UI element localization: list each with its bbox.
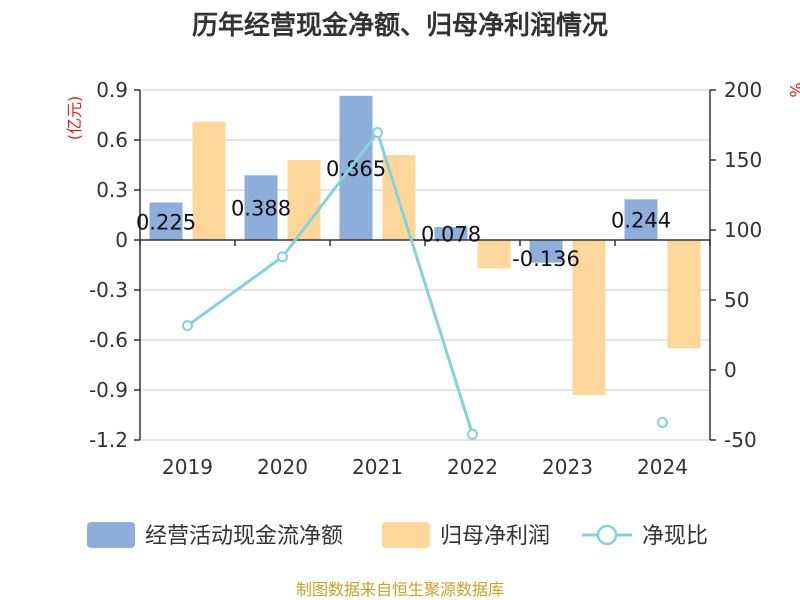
- cashflow-data-label: 0.244: [611, 209, 671, 233]
- ratio-line: [182, 127, 668, 440]
- chart-title: 历年经营现金净额、归母净利润情况: [192, 10, 608, 41]
- x-axis-ticks: 2019 2020 2021 2022 2023 2024: [162, 455, 688, 479]
- right-tick-label: 50: [724, 288, 749, 312]
- legend-label-cashflow: 经营活动现金流净额: [145, 524, 343, 549]
- x-tick-label: 2020: [257, 455, 308, 479]
- profit-bar: [667, 240, 701, 349]
- left-tick-label: 0.9: [96, 78, 128, 102]
- cashflow-bar: [434, 227, 468, 240]
- left-axis-unit: (亿元): [65, 96, 84, 141]
- legend: 经营活动现金流净额 归母净利润 净现比: [87, 522, 708, 549]
- left-tick-label: 0.6: [96, 128, 128, 152]
- ratio-point: [277, 251, 288, 263]
- ratio-point: [182, 320, 193, 332]
- left-tick-label: -0.3: [89, 278, 128, 302]
- ratio-point: [467, 428, 478, 440]
- x-tick-label: 2024: [637, 455, 688, 479]
- cashflow-bar: [149, 202, 183, 240]
- legend-label-ratio: 净现比: [642, 524, 708, 549]
- profit-bar: [477, 240, 511, 269]
- legend-swatch-ratio-marker: [596, 524, 618, 546]
- left-tick-label: 0: [115, 228, 128, 252]
- cashflow-data-label: -0.136: [512, 247, 580, 271]
- cashflow-data-label: 0.225: [136, 210, 196, 234]
- cashflow-bar: [339, 95, 373, 240]
- right-tick-label: -50: [724, 428, 757, 452]
- left-tick-label: -0.6: [89, 328, 128, 352]
- ratio-point: [657, 417, 668, 428]
- legend-label-profit: 归母净利润: [440, 524, 550, 549]
- x-tick-label: 2021: [352, 455, 403, 479]
- cashflow-data-label: 0.388: [231, 197, 291, 221]
- right-tick-label: 0: [724, 358, 737, 382]
- axes: [134, 89, 716, 441]
- cashflow-bar: [529, 240, 563, 263]
- right-tick-label: 150: [724, 148, 762, 172]
- cashflow-data-label: 0.078: [421, 223, 481, 247]
- legend-swatch-cashflow: [87, 522, 135, 548]
- left-tick-label: -0.9: [89, 378, 128, 402]
- cashflow-bar: [624, 199, 658, 240]
- right-tick-label: 100: [724, 218, 762, 242]
- right-axis-unit: %: [786, 82, 800, 97]
- left-axis-ticks: 0.9 0.6 0.3 0 -0.3 -0.6 -0.9 -1.2: [89, 78, 128, 452]
- x-tick-label: 2019: [162, 455, 213, 479]
- left-tick-label: 0.3: [96, 178, 128, 202]
- left-tick-label: -1.2: [89, 428, 128, 452]
- profit-bar: [572, 240, 606, 395]
- profit-bar: [192, 121, 226, 240]
- x-tick-label: 2022: [447, 455, 498, 479]
- ratio-point: [372, 127, 383, 139]
- profit-bars: [192, 121, 701, 395]
- x-tick-label: 2023: [542, 455, 593, 479]
- cashflow-bars: [149, 95, 658, 263]
- right-axis-ticks: 200 150 100 50 0 -50: [724, 78, 762, 452]
- right-tick-label: 200: [724, 78, 762, 102]
- legend-swatch-profit: [382, 522, 430, 548]
- source-note: 制图数据来自恒生聚源数据库: [296, 580, 504, 599]
- ratio-line-path: [186, 129, 474, 435]
- cashflow-bar: [244, 175, 278, 240]
